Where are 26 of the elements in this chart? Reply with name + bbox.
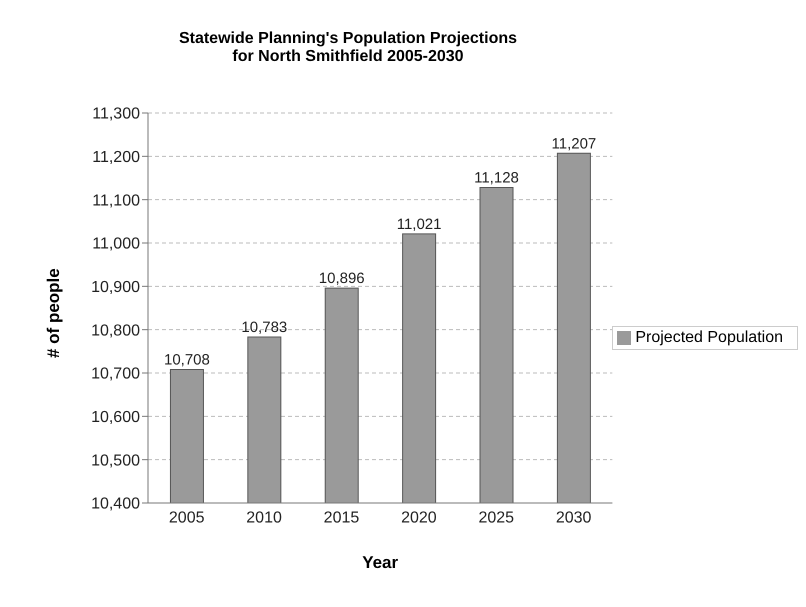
y-tick-label: 10,600	[91, 409, 140, 426]
data-label: 11,128	[474, 170, 519, 187]
y-tick-label: 10,700	[91, 366, 140, 383]
x-tick-label: 2025	[478, 509, 514, 526]
data-label: 10,896	[318, 270, 365, 288]
y-tick-label: 10,800	[91, 322, 140, 340]
x-tick-label: 2020	[401, 509, 437, 526]
y-axis-title: # of people	[44, 268, 64, 358]
x-tick-label: 2010	[246, 509, 282, 526]
x-tick-label: 2030	[556, 509, 592, 526]
x-tick-label: 2015	[324, 509, 360, 526]
y-tick-label: 11,100	[92, 192, 140, 210]
x-tick-label: 2005	[168, 509, 205, 526]
chart-title: Statewide Planning's Population Projections for North Smithfield 2005-2030	[178, 29, 518, 67]
y-tick-label: 10,900	[91, 279, 140, 296]
y-tick-label: 11,200	[92, 149, 140, 166]
legend-label: Projected Population	[635, 329, 783, 346]
y-tick-label: 11,000	[92, 236, 140, 253]
data-label: 11,207	[552, 135, 596, 152]
y-tick-label: 10,400	[91, 496, 140, 513]
data-label: 10,783	[241, 319, 288, 336]
data-label: 11,021	[396, 216, 442, 233]
y-tick-label: 10,500	[91, 452, 140, 470]
data-label: 10,708	[164, 352, 210, 369]
y-tick-label: 11,300	[92, 106, 140, 123]
x-axis-title: Year	[362, 553, 399, 572]
